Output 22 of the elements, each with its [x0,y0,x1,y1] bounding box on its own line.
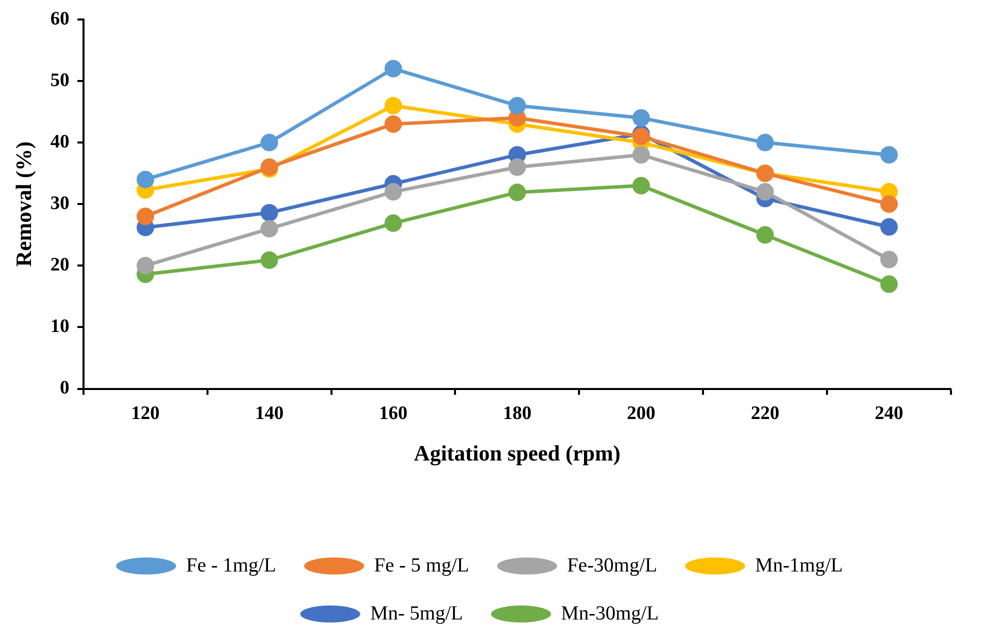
y-tick-label: 10 [50,316,70,338]
x-tick-label: 140 [255,403,284,424]
x-tick-label: 120 [131,403,160,424]
y-tick-label: 20 [50,254,70,276]
x-tick-label: 200 [626,403,656,424]
y-tick-label: 40 [50,131,70,152]
x-tick-label: 160 [379,403,408,424]
x-tick-label: 180 [502,403,532,424]
legend-label: Mn-1mg/L [755,554,843,576]
legend-label: Fe-30mg/L [567,554,658,576]
x-tick-label: 240 [874,403,904,424]
legend-label: Mn- 5mg/L [370,602,464,624]
x-tick-label: 220 [750,403,780,424]
y-tick-label: 30 [50,193,70,214]
y-axis-title: Removal (%) [10,141,36,267]
y-tick-label: 0 [60,378,70,399]
legend-label: Fe - 5 mg/L [374,554,470,576]
y-tick-label: 60 [50,8,70,30]
legend-label: Fe - 1mg/L [186,554,276,576]
legend-label: Mn-30mg/L [561,602,659,624]
y-tick-label: 50 [50,70,70,91]
x-axis-title: Agitation speed (rpm) [414,440,620,466]
